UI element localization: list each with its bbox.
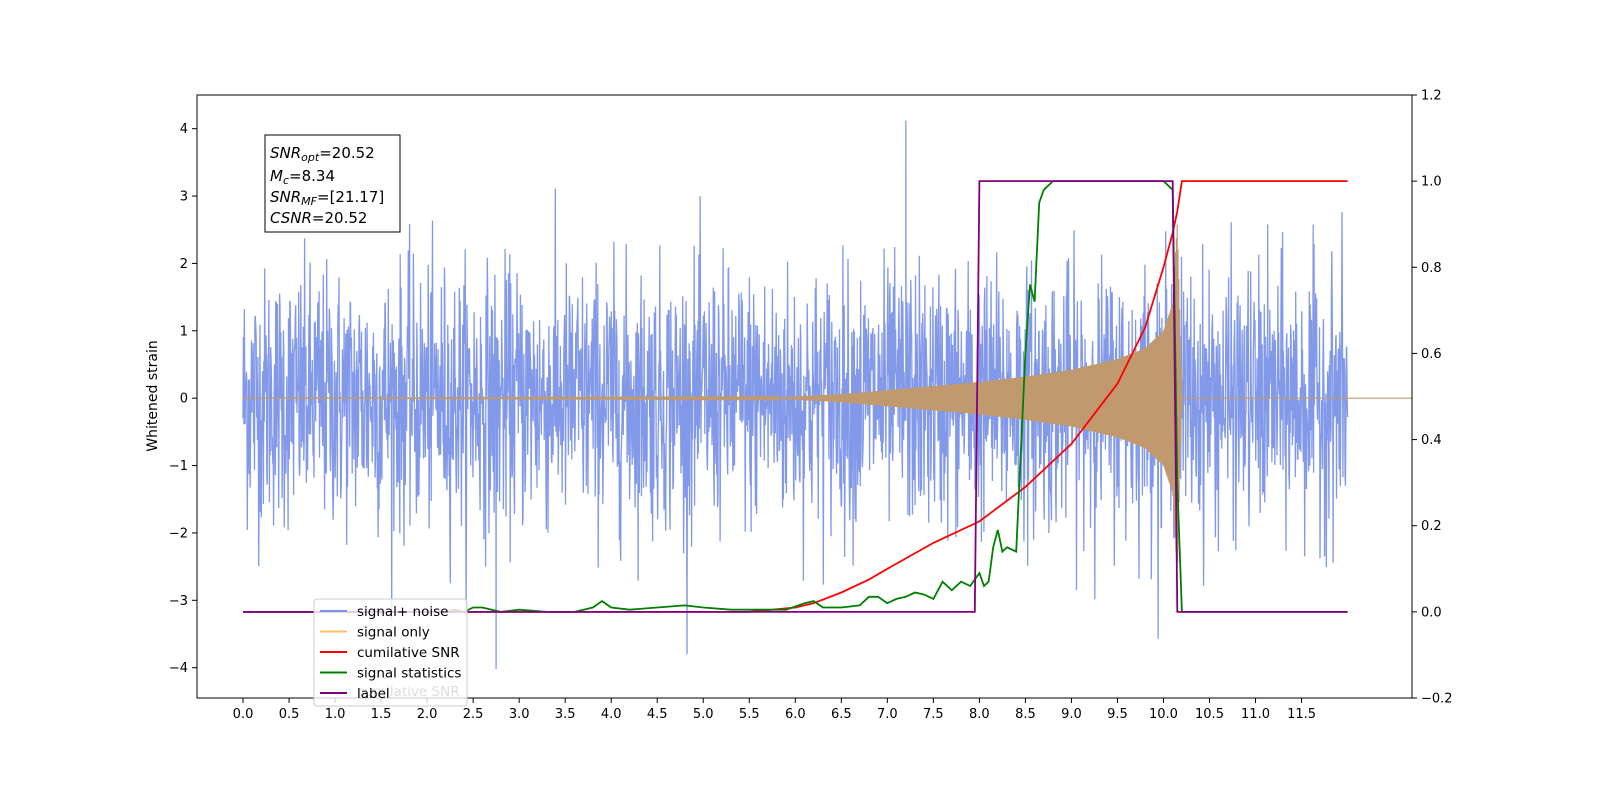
y-right-tick-label: 0.4 [1421,433,1442,448]
x-tick-label: 2.5 [463,707,484,722]
series-line-label [243,180,1348,613]
x-tick-label: 9.0 [1061,707,1082,722]
x-tick-label: 0.5 [279,707,300,722]
y-left-tick-label: 4 [180,122,188,137]
y-right-tick-label: 1.0 [1421,175,1442,190]
info-box: SNRopt=20.52 Mc=8.34 SNRMF=[21.17] CSNR=… [264,134,401,233]
x-tick-label: 6.5 [831,707,852,722]
y-right-tick-label: −0.2 [1421,692,1453,707]
x-tick-label: 4.5 [647,707,668,722]
y-right-tick-label: 1.2 [1421,89,1442,104]
x-tick-label: 4.0 [601,707,622,722]
snr-mf-text: SNRMF=[21.17] [270,188,384,208]
y-right-tick-label: 0.6 [1421,347,1442,362]
x-tick-label: 11.5 [1287,707,1316,722]
x-tick-label: 10.0 [1149,707,1178,722]
x-tick-label: 7.5 [923,707,944,722]
series-line-signal-only [243,224,1412,565]
x-tick-label: 1.5 [371,707,392,722]
legend-label: signal only [357,625,430,641]
legend-label: cumilative SNR [357,645,460,661]
x-tick-label: 5.5 [739,707,760,722]
y-left-tick-label: 1 [180,324,188,339]
x-tick-label: 0.0 [233,707,254,722]
y-left-tick-label: −2 [169,526,188,541]
y-axis-right: −0.2 0.0 0.2 0.4 0.6 0.8 1.0 1.2 [1412,89,1453,707]
x-tick-label: 3.0 [509,707,530,722]
mc-text: Mc=8.34 [270,167,335,187]
series-line-signal-statistics [243,180,1348,613]
legend-label: signal+ noise [357,604,448,620]
snr-opt-text: SNRopt=20.52 [270,144,375,164]
plot-area [242,120,1412,670]
legend: cumilative SNR signal+ noise signal only c… [313,598,468,707]
y-axis-label: Whitened strain [145,340,161,451]
y-axis-left: −4 −3 −2 −1 0 1 2 3 4 [169,122,197,676]
x-tick-label: 11.0 [1241,707,1270,722]
legend-label: signal statistics [357,666,461,682]
x-tick-label: 7.0 [877,707,898,722]
x-tick-label: 10.5 [1195,707,1224,722]
y-left-tick-label: −3 [169,594,188,609]
x-tick-label: 6.0 [785,707,806,722]
x-tick-label: 2.0 [417,707,438,722]
x-tick-label: 9.5 [1107,707,1128,722]
y-right-tick-label: 0.0 [1421,605,1442,620]
x-tick-label: 8.5 [1015,707,1036,722]
y-left-tick-label: 0 [180,392,188,407]
x-tick-label: 1.0 [325,707,346,722]
x-tick-label: 3.5 [555,707,576,722]
legend-ghost-text: cumilative SNR [357,684,460,700]
y-right-tick-label: 0.8 [1421,261,1442,276]
legend-box [313,598,468,707]
x-tick-label: 5.0 [693,707,714,722]
y-left-tick-label: −1 [169,459,188,474]
y-right-tick-label: 0.2 [1421,519,1442,534]
legend-label: label [357,686,390,702]
x-axis: 0.0 0.5 1.0 1.5 2.0 2.5 3.0 3.5 4.0 4.5 5.0 5.5 6.0 6… [233,698,1316,722]
y-left-tick-label: −4 [169,661,188,676]
y-left-tick-label: 2 [180,257,188,272]
plot-frame [196,94,1413,699]
x-tick-label: 8.0 [969,707,990,722]
csnr-text: CSNR=20.52 [270,209,367,227]
y-left-tick-label: 3 [180,190,188,205]
